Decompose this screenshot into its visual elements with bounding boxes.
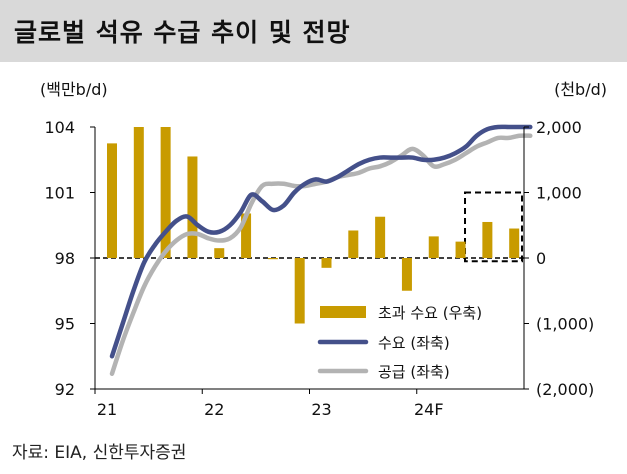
x-tick-label-0: 21 xyxy=(97,400,117,419)
chart-title: 글로벌 석유 수급 추이 및 전망 xyxy=(14,18,351,47)
forecast-box xyxy=(464,191,524,263)
left-tick-label-1: 101 xyxy=(44,184,75,203)
title-bar: 글로벌 석유 수급 추이 및 전망 xyxy=(0,0,627,62)
bar-0 xyxy=(107,143,117,258)
bar-5 xyxy=(241,213,252,258)
bar-14 xyxy=(482,221,493,258)
right-tick-label-2: 0 xyxy=(536,249,546,268)
line-supply xyxy=(109,133,533,376)
line-demand xyxy=(109,124,533,359)
bars-excess-demand xyxy=(107,127,520,324)
bar-12 xyxy=(428,236,439,258)
right-tick-label-0: 2,000 xyxy=(536,118,582,137)
bar-4 xyxy=(214,248,225,258)
x-tick-label-1: 22 xyxy=(204,400,224,419)
bar-11 xyxy=(401,258,412,291)
zero-line-layer xyxy=(95,191,524,263)
right-axis-unit: (천b/d) xyxy=(554,80,607,99)
bar-10 xyxy=(375,216,386,258)
left-axis-unit: (백만b/d) xyxy=(40,80,108,99)
axes-layer: 104 101 98 95 92 2,000 1,000 0 (1,000) (2,000) 21 2… xyxy=(44,118,594,419)
left-tick-label-0: 104 xyxy=(44,118,75,137)
left-tick-label-2: 98 xyxy=(55,249,75,268)
lines-layer xyxy=(109,124,533,376)
bar-3 xyxy=(187,156,198,258)
bar-2 xyxy=(160,127,171,258)
bar-8 xyxy=(321,258,332,268)
right-tick-label-4: (2,000) xyxy=(536,380,594,399)
legend-label-0: 초과 수요 (우축) xyxy=(378,304,482,322)
left-tick-label-4: 92 xyxy=(55,380,75,399)
bar-1 xyxy=(133,127,144,258)
left-tick-label-3: 95 xyxy=(55,315,75,334)
x-tick-label-2: 23 xyxy=(311,400,331,419)
bar-13 xyxy=(455,241,466,258)
x-tick-label-3: 24F xyxy=(414,400,444,419)
right-tick-label-1: 1,000 xyxy=(536,184,582,203)
bar-9 xyxy=(348,230,359,258)
bar-15 xyxy=(509,228,520,258)
legend-label-2: 공급 (좌축) xyxy=(378,363,450,381)
bar-6 xyxy=(267,258,278,260)
right-tick-label-3: (1,000) xyxy=(536,315,594,334)
source-note: 자료: EIA, 신한투자증권 xyxy=(12,443,187,463)
legend-label-1: 수요 (좌축) xyxy=(378,334,450,352)
bar-7 xyxy=(294,258,305,324)
legend: 초과 수요 (우축) 수요 (좌축) 공급 (좌축) xyxy=(317,304,482,381)
legend-swatch-bar xyxy=(320,306,366,318)
